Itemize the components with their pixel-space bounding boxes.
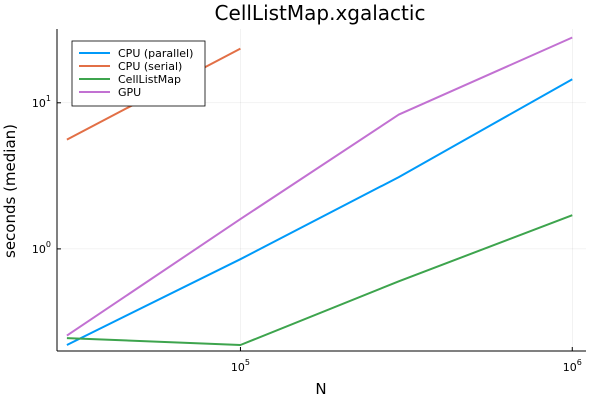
series-layer [66,36,573,346]
series-line-gpu [66,36,573,337]
chart-title: CellListMap.xgalactic [215,1,426,25]
legend-box [71,40,206,107]
plot-frame [56,29,586,352]
x-axis-label: N [315,380,326,398]
legend-label: CPU (parallel) [118,47,193,60]
x-tick-label: 105 [231,358,250,374]
series-line-celllistmap [66,214,573,346]
y-axis-label: seconds (median) [1,124,19,258]
legend-label: CPU (serial) [118,60,182,73]
series-line-cpu-parallel [66,78,573,346]
x-tick-label: 106 [563,358,582,374]
ticks: 105 106 100 101 [32,94,582,374]
legend-label: GPU [118,86,141,99]
y-tick-label: 101 [32,94,51,110]
legend-label: CellListMap [118,73,181,86]
y-tick-label: 100 [32,240,51,256]
